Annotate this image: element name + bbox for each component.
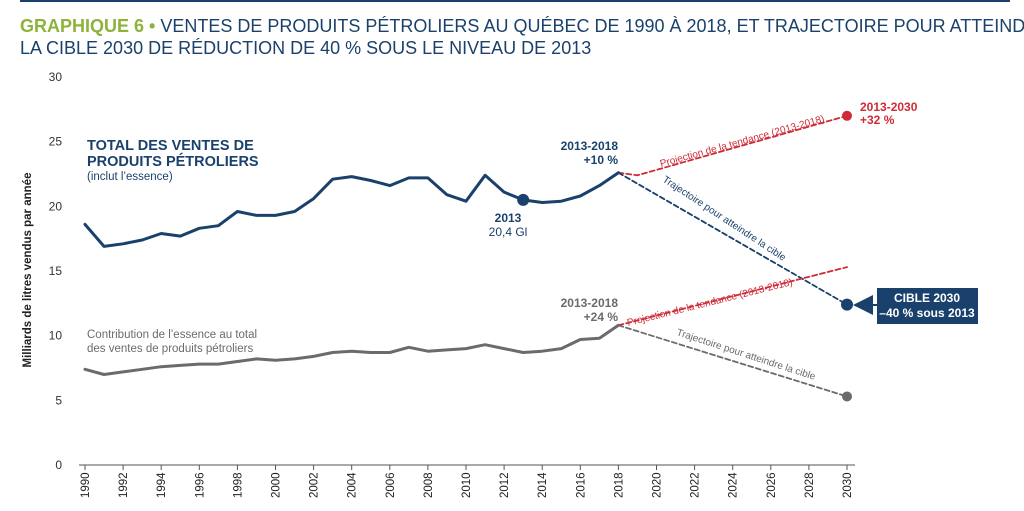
y-axis-label: Milliards de litres vendus par année <box>22 173 34 368</box>
x-tick-label: 2016 <box>575 472 587 498</box>
annotation-2013-2030: 2013-2030 <box>860 100 918 114</box>
x-tick-label: 2020 <box>652 472 664 498</box>
x-tick-label: 1998 <box>232 472 244 498</box>
data-point-pt-2030-red <box>842 110 852 121</box>
y-tick-label: 15 <box>49 264 63 278</box>
annotation-total-change: +10 % <box>584 153 619 167</box>
x-tick-label: 2018 <box>613 472 625 498</box>
chart-title-line-2: LA CIBLE 2030 DE RÉDUCTION DE 40 % SOUS … <box>20 38 592 58</box>
y-tick-label: 5 <box>55 393 62 407</box>
x-tick-label: 1992 <box>118 472 130 498</box>
x-tick-label: 2024 <box>728 472 740 498</box>
annotation-2013-2030-change: +32 % <box>860 113 895 127</box>
y-tick-label: 30 <box>49 70 63 84</box>
y-tick-label: 20 <box>49 199 63 213</box>
x-tick-label: 1994 <box>156 472 168 498</box>
series-line-2 <box>83 323 620 376</box>
target-callout-box <box>877 288 978 324</box>
axes-layer: 0 5 10 15 20 25 30 1990 1992 1994 1996 1998 2000 2002… <box>49 70 855 498</box>
x-tick-label: 2002 <box>309 472 321 498</box>
x-tick-label: 2010 <box>461 472 473 498</box>
series-line-3 <box>617 114 848 177</box>
data-point-pt-2030-target <box>841 298 853 311</box>
total-series-subtitle: (inclut l’essence) <box>87 171 173 183</box>
series-line-4 <box>617 171 848 306</box>
x-tick-label: 1990 <box>80 472 92 498</box>
series-line-5 <box>617 266 848 327</box>
y-tick-label: 0 <box>55 458 62 472</box>
label-trajectory-total: Trajectoire pour atteindre la cible <box>660 174 788 264</box>
series-layer <box>83 114 848 398</box>
x-tick-label: 2026 <box>766 472 778 498</box>
series-line-6 <box>617 324 848 398</box>
points-layer <box>517 110 853 402</box>
label-projection-total: Projection de la tendance (2013-2018) <box>659 114 826 170</box>
annotation-gas-change: +24 % <box>584 310 619 324</box>
x-tick-label: 2000 <box>271 472 283 498</box>
x-tick-label: 2028 <box>804 472 816 498</box>
annotation-2013-year: 2013 <box>495 211 522 225</box>
x-tick-label: 1996 <box>194 472 206 498</box>
x-tick-label: 2030 <box>842 472 854 498</box>
label-trajectory-gas: Trajectoire pour atteindre la cible <box>675 327 817 382</box>
x-tick-label: 2004 <box>347 472 359 498</box>
annotation-total-2013-2018: 2013-2018 <box>561 139 619 153</box>
chart-title-line-1: GRAPHIQUE 6 • VENTES DE PRODUITS PÉTROLI… <box>20 2 1024 37</box>
total-series-title-2: PRODUITS PÉTROLIERS <box>87 153 259 170</box>
y-tick-label: 25 <box>49 135 63 149</box>
annotation-gas-2013-2018: 2013-2018 <box>561 296 619 310</box>
gas-series-label-2: des ventes de produits pétroliers <box>87 343 253 355</box>
x-tick-label: 2008 <box>423 472 435 498</box>
label-projection-gas: Projection de la tendance (2013-2018) <box>626 277 794 329</box>
title-bullet: • <box>149 16 156 36</box>
x-tick-label: 2012 <box>499 472 511 498</box>
chart-title: GRAPHIQUE 6 • VENTES DE PRODUITS PÉTROLI… <box>20 0 1024 59</box>
data-point-pt-2013 <box>517 193 530 206</box>
series-line-1 <box>83 171 620 248</box>
title-text-1: VENTES DE PRODUITS PÉTROLIERS AU QUÉBEC … <box>160 16 1024 36</box>
graph-number-label: GRAPHIQUE 6 <box>20 16 145 36</box>
x-tick-label: 2022 <box>690 472 702 498</box>
x-tick-label: 2014 <box>537 472 549 498</box>
gas-series-label-1: Contribution de l’essence au total <box>87 329 257 341</box>
target-callout-value: –40 % sous 2013 <box>879 306 975 320</box>
total-series-title-1: TOTAL DES VENTES DE <box>87 138 254 154</box>
target-callout-title: CIBLE 2030 <box>894 291 960 305</box>
annotation-2013-value: 20,4 Gl <box>489 225 528 239</box>
data-point-pt-2030-gas <box>842 391 852 402</box>
y-tick-label: 10 <box>49 329 63 343</box>
x-tick-label: 2006 <box>385 472 397 498</box>
